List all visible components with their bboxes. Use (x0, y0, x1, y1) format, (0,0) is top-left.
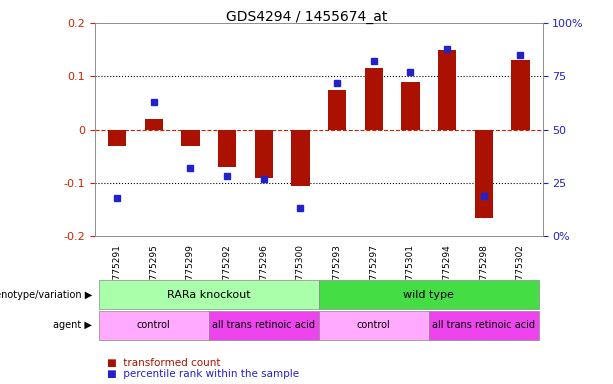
Text: control: control (357, 320, 390, 331)
Text: control: control (137, 320, 170, 331)
Bar (402, 82, 420, 129)
Text: all trans retinoic acid: all trans retinoic acid (432, 320, 535, 331)
Text: agent ▶: agent ▶ (53, 320, 92, 331)
Bar (474, 129, 493, 217)
Bar (145, 119, 163, 129)
Text: ■  percentile rank within the sample: ■ percentile rank within the sample (107, 369, 299, 379)
Bar (218, 129, 236, 167)
Bar (108, 129, 126, 146)
Bar (511, 60, 530, 129)
Text: RARa knockout: RARa knockout (167, 290, 251, 300)
Text: genotype/variation ▶: genotype/variation ▶ (0, 290, 92, 300)
Bar (328, 89, 346, 129)
Bar (181, 129, 200, 146)
Bar (365, 68, 383, 129)
Text: GDS4294 / 1455674_at: GDS4294 / 1455674_at (226, 10, 387, 23)
Text: all trans retinoic acid: all trans retinoic acid (212, 320, 315, 331)
Text: wild type: wild type (403, 290, 454, 300)
Text: ■  transformed count: ■ transformed count (107, 358, 221, 368)
Bar (291, 129, 310, 185)
Bar (254, 129, 273, 177)
Bar (438, 50, 456, 129)
